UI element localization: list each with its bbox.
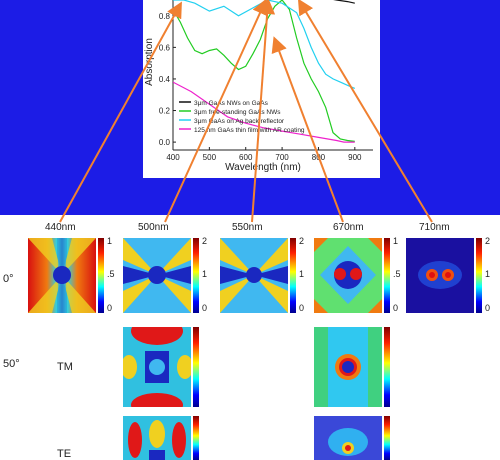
series-line-2 <box>173 0 356 89</box>
colorbar-550nm <box>290 238 296 313</box>
wavelength-label-440: 440nm <box>45 222 76 233</box>
legend-label-3: 125 nm GaAs thin film with AR coating <box>194 127 305 134</box>
series-line-1 <box>173 0 355 142</box>
y-tick-label-1: 0.2 <box>159 107 171 116</box>
colorbar-500nm-te <box>193 416 199 460</box>
colorbar-500-max: 2 <box>202 236 208 246</box>
series-line-0 <box>333 0 355 4</box>
field-map-550nm-normal <box>220 238 288 313</box>
arrows-layer <box>59 0 433 223</box>
colorbar-440-min: 0 <box>107 303 113 313</box>
colorbar-550-max: 2 <box>299 236 305 246</box>
field-map-500nm-te <box>123 416 191 460</box>
y-tick-label-0: 0.0 <box>159 138 171 147</box>
colorbar-500nm-tm <box>193 327 199 407</box>
row-label-te: TE <box>57 448 72 460</box>
field-map-670nm-tm <box>314 327 382 407</box>
colorbar-500-min: 0 <box>202 303 208 313</box>
series-line-3 <box>173 81 355 143</box>
chart-series <box>173 0 356 143</box>
legend-label-2: 3μm GaAs on Ag back reflector <box>194 118 285 125</box>
colorbar-550-mid: 1 <box>299 269 305 279</box>
wavelength-label-670: 670nm <box>333 222 364 233</box>
colorbar-440-max: 1 <box>107 236 113 246</box>
arrow-670 <box>271 36 344 223</box>
y-tick-label-2: 0.4 <box>159 75 171 84</box>
colorbar-670nm <box>384 238 390 313</box>
colorbar-500nm <box>193 238 199 313</box>
field-map-710nm-normal <box>406 238 474 313</box>
arrow-550 <box>251 0 276 223</box>
x-tick-label-5: 900 <box>348 153 362 162</box>
x-tick-label-1: 500 <box>203 153 217 162</box>
x-tick-label-0: 400 <box>166 153 180 162</box>
legend-label-0: 3μm GaAs NWs on GaAs <box>194 100 269 107</box>
field-map-670nm-te <box>314 416 382 460</box>
arrow-500 <box>164 0 268 223</box>
colorbar-670-mid: .5 <box>393 269 401 279</box>
field-map-500nm-tm <box>123 327 191 407</box>
field-map-670nm-normal <box>314 238 382 313</box>
x-tick-label-2: 600 <box>239 153 253 162</box>
wavelength-label-550: 550nm <box>232 222 263 233</box>
colorbar-670nm-tm <box>384 327 390 407</box>
colorbar-500-mid: 1 <box>202 269 208 279</box>
field-map-500nm-normal <box>123 238 191 313</box>
wavelength-label-710: 710nm <box>419 222 450 233</box>
x-tick-label-3: 700 <box>275 153 289 162</box>
colorbar-710-min: 0 <box>485 303 491 313</box>
x-axis-label: Wavelength (nm) <box>225 162 301 173</box>
colorbar-440nm <box>98 238 104 313</box>
arrow-710 <box>297 0 433 223</box>
colorbar-440-mid: .5 <box>107 269 115 279</box>
colorbar-710nm <box>476 238 482 313</box>
colorbar-670nm-te <box>384 416 390 460</box>
colorbar-550-min: 0 <box>299 303 305 313</box>
legend-label-1: 3μm free-standing GaAs NWs <box>194 109 281 116</box>
colorbar-710-mid: 1 <box>485 269 491 279</box>
y-tick-label-3: 0.6 <box>159 43 171 52</box>
row-label-tm: TM <box>57 361 73 373</box>
arrow-440 <box>59 1 182 223</box>
wavelength-label-500: 500nm <box>138 222 169 233</box>
absorption-chart: 4005006007008009000.00.20.40.60.8 3μm Ga… <box>144 0 373 173</box>
colorbar-710-max: 2 <box>485 236 491 246</box>
row-label-normal-incidence: 0° <box>3 273 14 285</box>
row-label-50-degrees: 50° <box>3 358 20 370</box>
field-map-440nm-normal <box>28 238 96 313</box>
colorbar-670-max: 1 <box>393 236 399 246</box>
y-tick-label-4: 0.8 <box>159 12 171 21</box>
chart-legend: 3μm GaAs NWs on GaAs 3μm free-standing Ga… <box>179 100 305 134</box>
colorbar-670-min: 0 <box>393 303 399 313</box>
